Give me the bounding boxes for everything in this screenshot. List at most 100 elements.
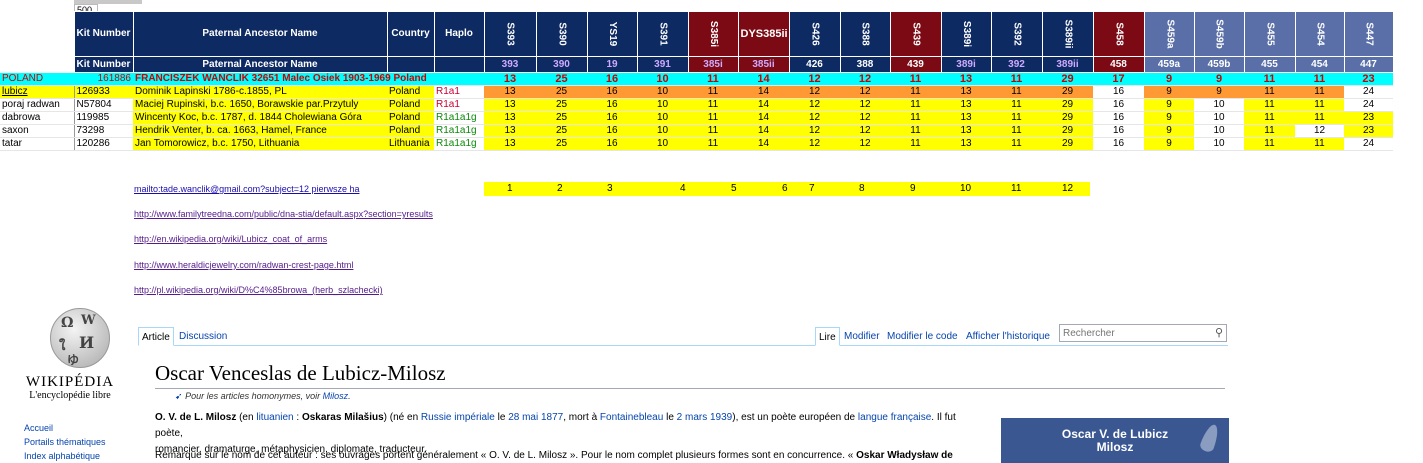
search-icon[interactable]: ⚲ [1214, 327, 1223, 339]
poland-reference-row[interactable]: POLAND 161886 FRANCISZEK WANCLIK 32651 Mal… [0, 72, 1393, 86]
row-value: 25 [536, 137, 587, 151]
poland-value: 17 [1093, 72, 1144, 86]
marker-code: 19 [586, 56, 638, 73]
tab-read[interactable]: Lire [815, 327, 840, 346]
reference-link[interactable]: http://www.heraldicjewelry.com/radwan-cr… [134, 260, 354, 270]
row-haplo: R1a1 [434, 98, 484, 112]
row-value: 25 [536, 98, 587, 112]
row-value: 12 [789, 137, 840, 151]
link-death-date[interactable]: 2 mars 1939 [676, 412, 733, 423]
tab-history[interactable]: Afficher l'historique [966, 331, 1050, 342]
tab-edit[interactable]: Modifier [844, 331, 880, 342]
marker-header: S439 [889, 11, 942, 57]
row-value: 12 [1295, 124, 1344, 138]
marker-header: S389i [940, 11, 992, 57]
row-value: 10 [1194, 111, 1244, 125]
marker-code: 385i [687, 56, 739, 73]
row-value: 11 [991, 124, 1042, 138]
reference-link[interactable]: http://pl.wikipedia.org/wiki/D%C4%85brow… [134, 285, 383, 295]
row-value: 14 [738, 111, 789, 125]
row-kit: 126933 [73, 85, 133, 99]
poland-value: 11 [1295, 72, 1344, 86]
reference-link[interactable]: mailto:tade.wanclik@gmail.com?subject=12… [134, 184, 360, 194]
link-langue[interactable]: langue française [857, 412, 932, 423]
row-value: 12 [789, 98, 840, 112]
table-row[interactable]: dabrowa 119985 Wincenty Koc, b.c. 1787, d.… [0, 111, 1393, 125]
marker-number: 12 [1062, 183, 1074, 194]
row-value: 11 [1295, 111, 1344, 125]
tab-article[interactable]: Article [138, 327, 174, 346]
link-russie[interactable]: Russie impériale [420, 412, 495, 423]
marker-code: 455 [1243, 56, 1296, 73]
reference-link[interactable]: http://www.familytreedna.com/public/dna-… [134, 209, 433, 219]
row-haplo: R1a1 [434, 85, 484, 99]
header-haplo-2 [433, 56, 485, 73]
header-haplo: Haplo [433, 11, 485, 57]
row-value: 11 [991, 111, 1042, 125]
marker-number: 11 [1011, 183, 1022, 194]
row-value: 11 [1295, 137, 1344, 151]
row-group[interactable]: lubicz [0, 85, 74, 99]
marker-header: S393 [483, 11, 537, 57]
marker-code: 459a [1143, 56, 1195, 73]
row-name: Jan Tomorowicz, b.c. 1750, Lithuania [133, 137, 387, 151]
reference-link[interactable]: http://en.wikipedia.org/wiki/Lubicz_coat… [134, 234, 328, 244]
row-value: 14 [738, 85, 789, 99]
marker-header: S459a [1143, 11, 1195, 57]
row-group: saxon [0, 124, 74, 138]
row-kit: N57804 [73, 98, 133, 112]
sidebar-link-portails[interactable]: Portails thématiques [24, 437, 106, 447]
marker-code: 391 [636, 56, 689, 73]
table-row[interactable]: tatar 120286 Jan Tomorowicz, b.c. 1750, Li… [0, 137, 1393, 151]
sidebar-link-index[interactable]: Index alphabétique [24, 451, 101, 461]
row-value: 9 [1144, 98, 1194, 112]
link-lituanien[interactable]: lituanien [256, 412, 294, 423]
row-value: 11 [688, 124, 738, 138]
dna-results-table: Kit Number Paternal Ancestor Name Country H… [0, 11, 1394, 151]
row-value: 11 [890, 85, 941, 99]
row-value: 13 [484, 111, 536, 125]
row-value: 11 [890, 111, 941, 125]
row-value: 24 [1344, 137, 1393, 151]
homonym-link[interactable]: Milosz [322, 391, 349, 401]
poland-value: 13 [941, 72, 991, 86]
header-blank [0, 11, 74, 57]
header-row-codes: Kit Number Paternal Ancestor Name 393 390 19… [0, 56, 1394, 73]
marker-code: 426 [788, 56, 841, 73]
row-value: 25 [536, 124, 587, 138]
row-value: 29 [1042, 85, 1093, 99]
row-country: Poland [387, 98, 434, 112]
row-value: 12 [840, 111, 890, 125]
marker-number: 4 [680, 183, 686, 194]
row-value: 11 [1244, 98, 1295, 112]
marker-number: 9 [910, 183, 916, 194]
tab-edit-source[interactable]: Modifier le code [887, 331, 958, 342]
row-country: Poland [387, 111, 434, 125]
row-value: 12 [789, 85, 840, 99]
link-birth-date[interactable]: 28 mai 1877 [508, 412, 564, 423]
page-title: Oscar Venceslas de Lubicz-Milosz [155, 361, 1225, 389]
disambig-icon: ➹ [175, 391, 183, 401]
poland-value: 13 [484, 72, 536, 86]
table-row[interactable]: lubicz 126933 Dominik Lapinski 1786-c.1855… [0, 85, 1393, 99]
table-row[interactable]: saxon 73298 Hendrik Venter, b. ca. 1663, H… [0, 124, 1393, 138]
row-value: 16 [1093, 98, 1144, 112]
row-value: 11 [1244, 124, 1295, 138]
wikipedia-logo[interactable]: Ω W ใ И ゆ WIKIPÉDIA L'encyclopédie libre [20, 308, 120, 418]
row-value: 16 [587, 124, 637, 138]
tab-discussion[interactable]: Discussion [179, 331, 228, 342]
marker-number: 3 [607, 183, 613, 194]
search-input[interactable] [1060, 325, 1206, 341]
row-value: 29 [1042, 98, 1093, 112]
row-name: Hendrik Venter, b. ca. 1663, Hamel, Fran… [133, 124, 387, 138]
row-value: 12 [840, 137, 890, 151]
row-value: 13 [484, 98, 536, 112]
row-value: 16 [1093, 137, 1144, 151]
sidebar-link-accueil[interactable]: Accueil [24, 423, 54, 433]
poland-value: 11 [890, 72, 941, 86]
link-fontainebleau[interactable]: Fontainebleau [599, 412, 664, 423]
row-value: 12 [840, 124, 890, 138]
table-row[interactable]: poraj radwan N57804 Maciej Rupinski, b.c. … [0, 98, 1393, 112]
row-value: 9 [1144, 137, 1194, 151]
row-group: tatar [0, 137, 74, 151]
